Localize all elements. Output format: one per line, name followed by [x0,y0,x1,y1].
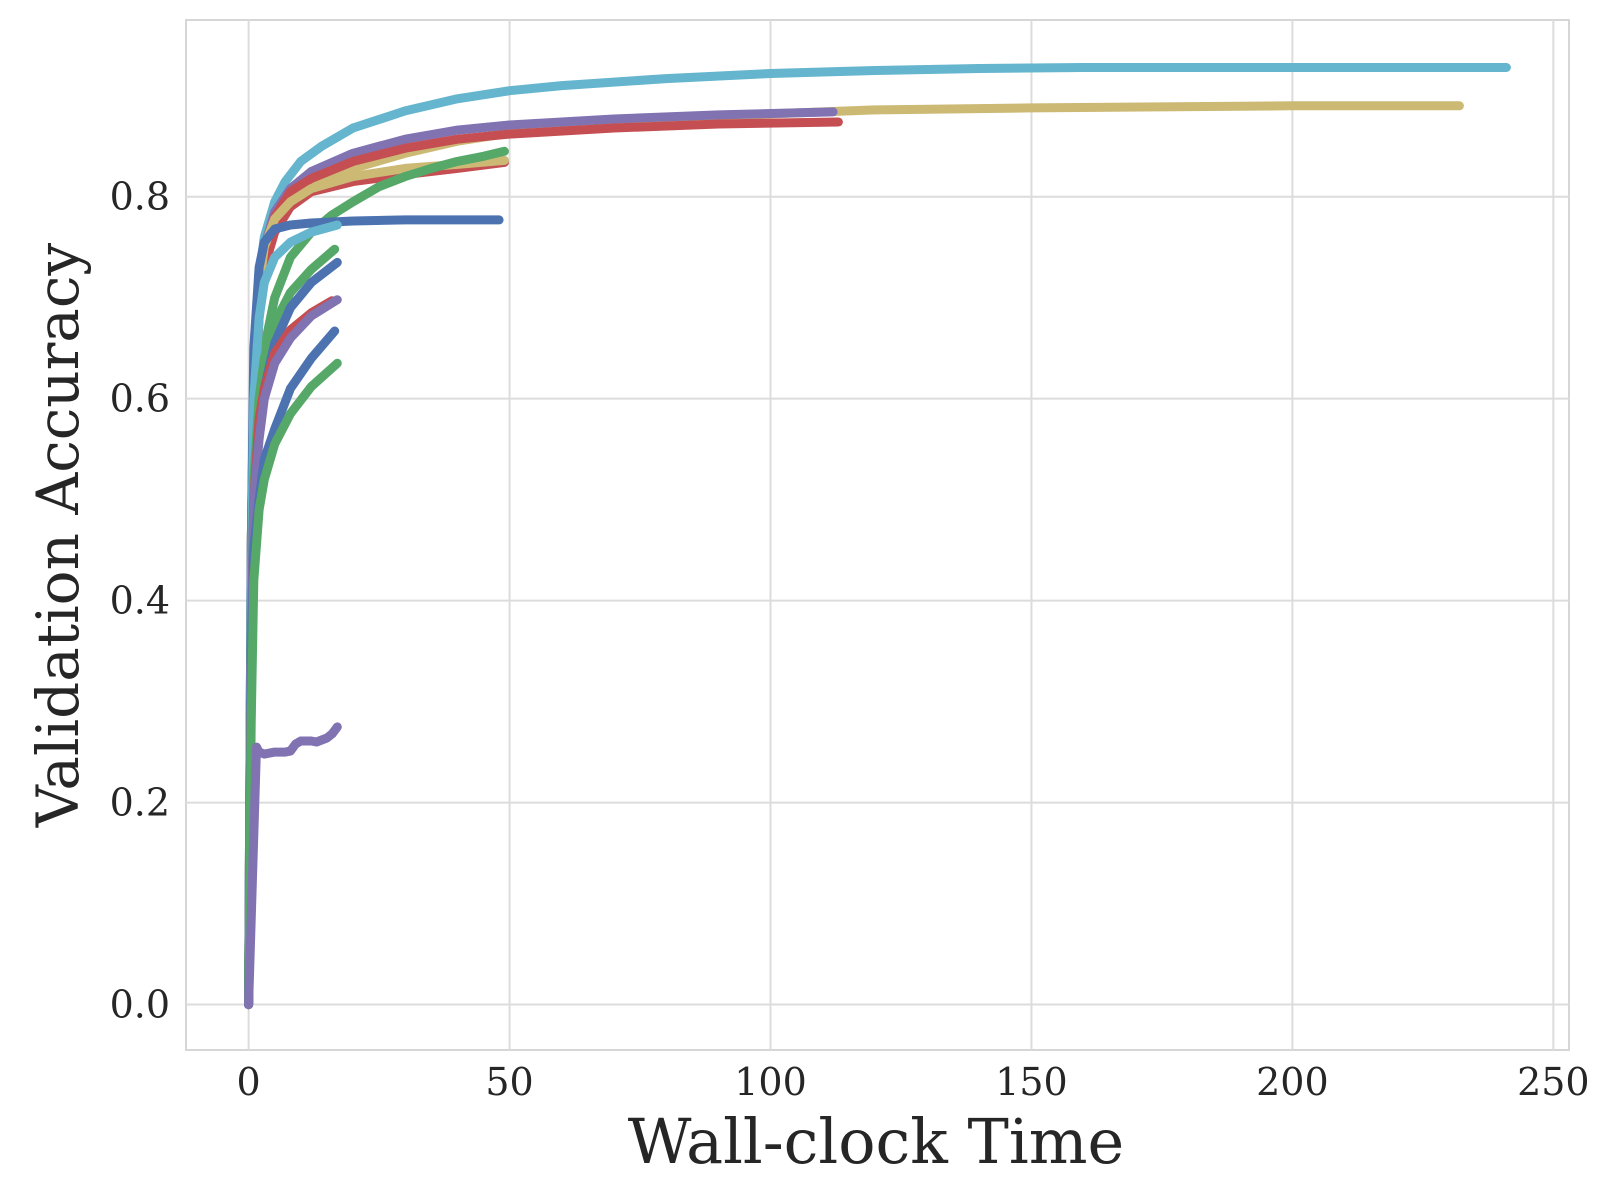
x-tick-label: 0 [237,1060,261,1104]
x-tick-label: 150 [995,1060,1068,1104]
y-tick-label: 0.2 [110,781,170,825]
series-line-green-tiny-b [244,358,342,1010]
y-tick-label: 0.8 [110,175,170,219]
x-axis-label: Wall-clock Time [628,1105,1124,1178]
x-tick-label: 100 [734,1060,807,1104]
series-group [244,63,1511,1010]
plot-area [185,19,1570,1051]
y-tick-labels: 0.0 0.2 0.4 0.6 0.8 [110,175,170,1027]
x-tick-labels: 0 50 100 150 200 250 [237,1060,1590,1104]
y-tick-label: 0.0 [110,983,170,1027]
series-line-purple-low [244,722,342,1010]
x-tick-label: 200 [1256,1060,1329,1104]
y-axis-label: Validation Accuracy [24,243,92,829]
y-tick-label: 0.4 [110,579,170,623]
x-tick-label: 50 [485,1060,533,1104]
y-tick-label: 0.6 [110,377,170,421]
x-tick-label: 250 [1517,1060,1590,1104]
